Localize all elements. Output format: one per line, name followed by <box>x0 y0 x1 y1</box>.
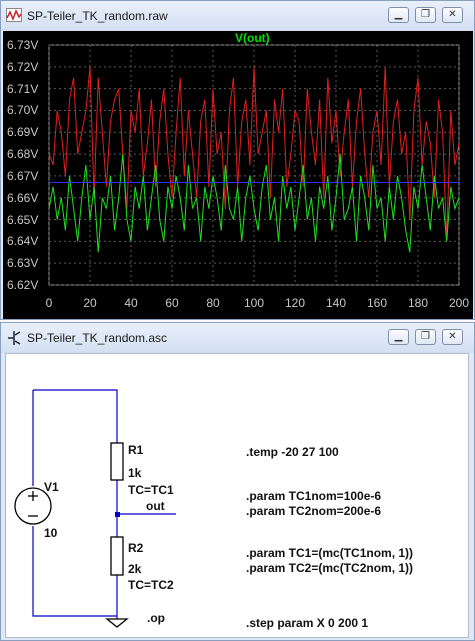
y-tick-label: 6.70V <box>7 103 39 118</box>
x-tick-label: 140 <box>325 296 347 310</box>
spice-directive[interactable]: .param TC1=(mc(TC1nom, 1)) <box>246 546 414 560</box>
waveform-window: SP-Teiler_TK_random.raw ▁ ❐ ✕ V(out) 6.7… <box>0 0 475 320</box>
x-tick-label: 20 <box>83 296 97 310</box>
schematic-titlebar[interactable]: SP-Teiler_TK_random.asc ▁ ❐ ✕ <box>1 323 474 353</box>
y-tick-label: 6.64V <box>7 234 39 249</box>
x-tick-label: 60 <box>165 296 179 310</box>
r1-value[interactable]: 1k <box>128 466 142 480</box>
ground-symbol <box>105 618 129 628</box>
y-tick-label: 6.67V <box>7 168 39 183</box>
waveform-app-icon <box>6 8 22 22</box>
schematic-window-title: SP-Teiler_TK_random.asc <box>27 331 168 345</box>
x-tick-label: 120 <box>284 296 306 310</box>
circuit-wiring <box>14 389 176 628</box>
schematic-canvas[interactable]: V1 10 R1 1k TC=TC1 out R2 2k TC=TC2 .op … <box>5 353 469 638</box>
junction-dot <box>115 512 120 517</box>
x-tick-label: 0 <box>45 296 53 310</box>
r1-tc[interactable]: TC=TC1 <box>128 483 174 497</box>
spice-directive[interactable]: .param TC2nom=200e-6 <box>246 504 382 518</box>
minimize-button[interactable]: ▁ <box>388 329 409 345</box>
voltage-source-symbol <box>14 487 52 525</box>
waveform-titlebar[interactable]: SP-Teiler_TK_random.raw ▁ ❐ ✕ <box>1 1 474 31</box>
trace-label[interactable]: V(out) <box>235 31 270 45</box>
restore-button[interactable]: ❐ <box>415 7 436 23</box>
resistor-r1-symbol <box>110 442 124 481</box>
r2-name[interactable]: R2 <box>128 541 144 555</box>
spice-directive[interactable]: .param TC2=(mc(TC2nom, 1)) <box>246 561 414 575</box>
r1-name[interactable]: R1 <box>128 443 144 457</box>
op-directive[interactable]: .op <box>147 611 165 625</box>
waveform-window-title: SP-Teiler_TK_random.raw <box>27 9 168 23</box>
source-value[interactable]: 10 <box>44 526 58 540</box>
schematic-window: SP-Teiler_TK_random.asc ▁ ❐ ✕ <box>0 322 475 641</box>
series-line-1 <box>48 66 460 242</box>
y-tick-label: 6.65V <box>7 212 39 227</box>
close-button[interactable]: ✕ <box>442 7 463 23</box>
x-tick-label: 200 <box>448 296 470 310</box>
resistor-r2-symbol <box>110 536 124 576</box>
r2-tc[interactable]: TC=TC2 <box>128 578 174 592</box>
waveform-chart <box>48 44 460 286</box>
spice-directive[interactable]: .param TC1nom=100e-6 <box>246 489 382 503</box>
y-tick-label: 6.71V <box>7 81 39 96</box>
y-tick-label: 6.62V <box>7 278 39 292</box>
x-tick-label: 180 <box>407 296 429 310</box>
net-label-out[interactable]: out <box>146 499 165 513</box>
x-tick-label: 160 <box>366 296 388 310</box>
x-tick-label: 100 <box>243 296 265 310</box>
minimize-button[interactable]: ▁ <box>388 7 409 23</box>
y-tick-label: 6.63V <box>7 256 39 271</box>
x-tick-label: 40 <box>124 296 138 310</box>
close-button[interactable]: ✕ <box>442 329 463 345</box>
source-name[interactable]: V1 <box>44 480 59 494</box>
x-tick-label: 80 <box>206 296 220 310</box>
spice-directive[interactable]: .temp -20 27 100 <box>246 445 339 459</box>
waveform-plot-area[interactable]: V(out) 6.73V 6.72V 6.71V 6.70V 6.69V 6.68V 6.6… <box>3 31 473 319</box>
series-line-2 <box>48 154 460 253</box>
restore-button[interactable]: ❐ <box>415 329 436 345</box>
r2-value[interactable]: 2k <box>128 562 142 576</box>
y-tick-label: 6.66V <box>7 190 39 205</box>
y-tick-label: 6.73V <box>7 38 39 52</box>
schematic-app-icon <box>8 331 21 345</box>
y-tick-label: 6.69V <box>7 125 39 140</box>
spice-directive[interactable]: .step param X 0 200 1 <box>246 616 369 630</box>
y-tick-label: 6.72V <box>7 59 39 74</box>
y-tick-label: 6.68V <box>7 147 39 162</box>
